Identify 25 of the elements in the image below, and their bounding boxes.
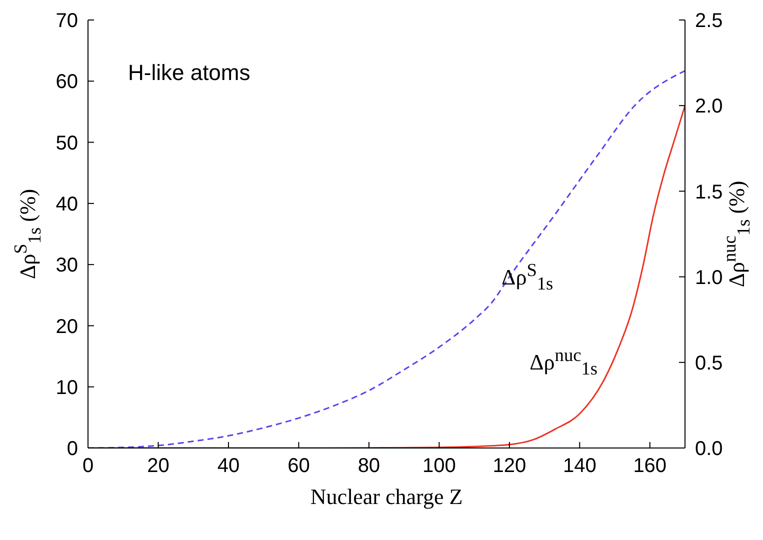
y-tick-label: 30 <box>56 254 78 277</box>
annotation: H-like atoms <box>128 60 250 86</box>
x-tick-label: 120 <box>492 455 526 478</box>
y-tick-label: 20 <box>56 316 78 338</box>
x-tick-label: 80 <box>358 455 380 478</box>
x-tick-label: 140 <box>562 455 596 478</box>
y2-tick-label: 2.0 <box>695 96 723 118</box>
x-axis-title: Nuclear charge Z <box>309 484 464 510</box>
y-tick-label: 70 <box>56 10 78 32</box>
y2-tick-label: 2.5 <box>695 10 723 32</box>
x-tick-label: 0 <box>82 455 94 478</box>
x-tick-label: 20 <box>147 455 170 478</box>
y-tick-label: 60 <box>56 71 78 94</box>
x-tick-label: 100 <box>422 455 456 478</box>
y-tick-label: 0 <box>66 438 78 460</box>
x-tick-label: 160 <box>633 455 667 478</box>
y2-tick-label: 0.0 <box>695 438 723 460</box>
y-tick-label: 50 <box>56 132 78 154</box>
y2-tick-label: 1.0 <box>695 266 723 289</box>
y-tick-label: 40 <box>56 194 78 216</box>
y-tick-label: 10 <box>56 376 78 399</box>
y2-tick-label: 1.5 <box>695 181 723 204</box>
x-tick-label: 40 <box>217 455 240 478</box>
y2-tick-label: 0.5 <box>695 352 723 374</box>
x-tick-label: 60 <box>288 455 310 478</box>
